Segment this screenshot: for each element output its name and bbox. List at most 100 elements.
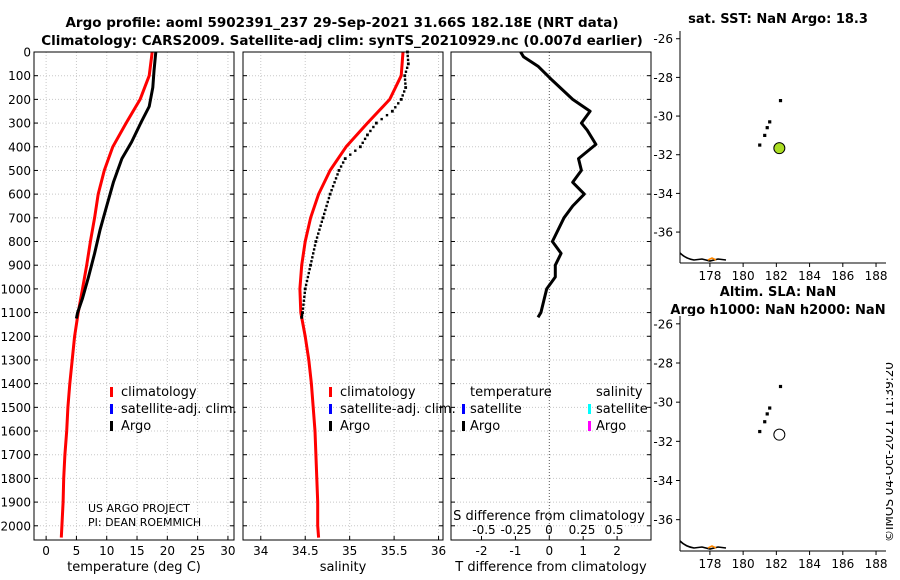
- salinity-argo-point: [333, 181, 336, 184]
- salinity-argo-point: [354, 149, 357, 152]
- salinity-argo-point: [327, 196, 331, 200]
- sst_map-lon-tick-label: 184: [798, 269, 821, 283]
- sla_map-lon-tick-label: 180: [732, 557, 755, 571]
- sst-map-title: sat. SST: NaN Argo: 18.3: [688, 12, 868, 27]
- sla_map-lon-tick-label: 186: [831, 557, 854, 571]
- salinity-argo-point: [339, 165, 343, 168]
- depth-tick-label: 600: [8, 188, 31, 202]
- sla_map-lat-tick-label: -26: [653, 317, 673, 331]
- salinity-argo-point: [331, 185, 335, 188]
- sla_map-lat-tick-label: -36: [653, 513, 673, 527]
- depth-tick-label: 1900: [0, 496, 31, 510]
- depth-tick-label: 1500: [0, 401, 31, 415]
- salinity-argo-point: [404, 86, 408, 89]
- figure-title-line1: Argo profile: aoml 5902391_237 29-Sep-20…: [65, 15, 618, 31]
- sla_map-coastline: [679, 540, 727, 550]
- temperature-legend-swatch: [110, 421, 113, 431]
- depth-tick-label: 300: [8, 117, 31, 131]
- difference-top-tick-label: -0.5: [472, 523, 495, 537]
- sst_map-track-point: [765, 126, 769, 130]
- sla_map-track-point: [765, 412, 769, 416]
- salinity-argo-point: [341, 161, 345, 164]
- salinity-legend-swatch: [329, 387, 332, 397]
- salinity-argo-point: [315, 236, 319, 239]
- temperature-legend-label: climatology: [121, 385, 197, 400]
- temperature-series-argo: [74, 51, 158, 319]
- sst_map-lat-tick-label: -26: [653, 32, 673, 46]
- salinity-legend-label: Argo: [340, 419, 370, 434]
- difference-legend-title-salinity: salinity: [596, 385, 643, 400]
- temperature-axes-frame: [33, 51, 235, 541]
- salinity-series-climatology: [298, 51, 405, 538]
- salinity-argo-point: [301, 311, 304, 314]
- sst_map-lon-tick-label: 178: [698, 269, 721, 283]
- temperature-tick-label: 15: [129, 544, 144, 558]
- salinity-argo-point: [403, 78, 407, 81]
- sst_map-lon-tick-label: 186: [831, 269, 854, 283]
- salinity-argo-point: [302, 299, 306, 302]
- salinity-argo-point: [322, 212, 326, 216]
- salinity-argo-point: [328, 192, 332, 196]
- salinity-argo-point: [312, 252, 315, 255]
- sst_map-track-point: [768, 120, 772, 124]
- salinity-legend-swatch: [329, 404, 332, 414]
- depth-tick-label: 1300: [0, 353, 31, 367]
- salinity-argo-point: [321, 216, 325, 220]
- depth-tick-label: 400: [8, 140, 31, 154]
- difference-legend-title-temperature: temperature: [470, 385, 552, 400]
- sst_map-float-marker: [773, 142, 786, 155]
- depth-tick-label: 900: [8, 259, 31, 273]
- depth-tick-label: 2000: [0, 519, 31, 533]
- salinity-argo-point: [312, 248, 316, 251]
- salinity-argo-point: [304, 283, 308, 287]
- salinity-argo-point: [309, 263, 312, 267]
- depth-tick-label: 100: [8, 69, 31, 83]
- difference-tick-label: 1: [579, 544, 587, 558]
- salinity-argo-point: [343, 157, 347, 161]
- sla_map-lat-tick-label: -32: [653, 435, 673, 449]
- difference-series-argo: [519, 51, 598, 319]
- sst_map-lat-tick-label: -36: [653, 226, 673, 240]
- depth-tick-label: 700: [8, 211, 31, 225]
- depth-tick-label: 1400: [0, 377, 31, 391]
- salinity-argo-point: [404, 70, 408, 73]
- sst_map-track-point: [763, 133, 767, 137]
- depth-tick-label: 1200: [0, 330, 31, 344]
- salinity-argo-point: [349, 153, 352, 156]
- difference-top-tick-label: 0: [545, 523, 553, 537]
- difference-tick-label: -1: [509, 544, 521, 558]
- salinity-argo-point: [325, 204, 328, 208]
- salinity-argo-point: [307, 271, 310, 275]
- salinity-argo-point: [314, 240, 318, 243]
- difference-legend-swatch: [588, 421, 591, 431]
- salinity-argo-point: [305, 279, 309, 283]
- salinity-argo-point: [399, 97, 403, 101]
- salinity-argo-point: [369, 129, 372, 133]
- salinity-axes-frame: [242, 51, 444, 541]
- sst_map-track-point: [758, 143, 762, 147]
- salinity-argo-point: [372, 125, 375, 129]
- salinity-tick-label: 36: [431, 544, 446, 558]
- salinity-argo-point: [397, 102, 400, 105]
- salinity-xlabel: salinity: [320, 560, 367, 575]
- difference-tick-label: 2: [613, 544, 621, 558]
- salinity-argo-point: [308, 267, 311, 271]
- salinity-legend-label: satellite-adj. clim.: [340, 402, 456, 417]
- depth-tick-label: 1000: [0, 282, 31, 296]
- sla_map-track-point: [768, 406, 772, 410]
- salinity-argo-point: [320, 220, 324, 223]
- salinity-argo-point: [318, 228, 321, 231]
- sla_map-lat-tick-label: -34: [653, 474, 673, 488]
- salinity-argo-point: [404, 82, 407, 85]
- depth-tick-label: 1100: [0, 306, 31, 320]
- difference-legend-swatch: [462, 421, 465, 431]
- depth-tick-label: 1700: [0, 448, 31, 462]
- salinity-argo-point: [311, 256, 314, 259]
- salinity-tick-label: 34.5: [292, 544, 319, 558]
- salinity-argo-point: [300, 315, 304, 319]
- sla_map-lat-tick-label: -28: [653, 357, 673, 371]
- sst_map-coastline-accent: [707, 257, 717, 261]
- salinity-argo-point: [405, 66, 409, 69]
- salinity-argo-point: [403, 74, 407, 78]
